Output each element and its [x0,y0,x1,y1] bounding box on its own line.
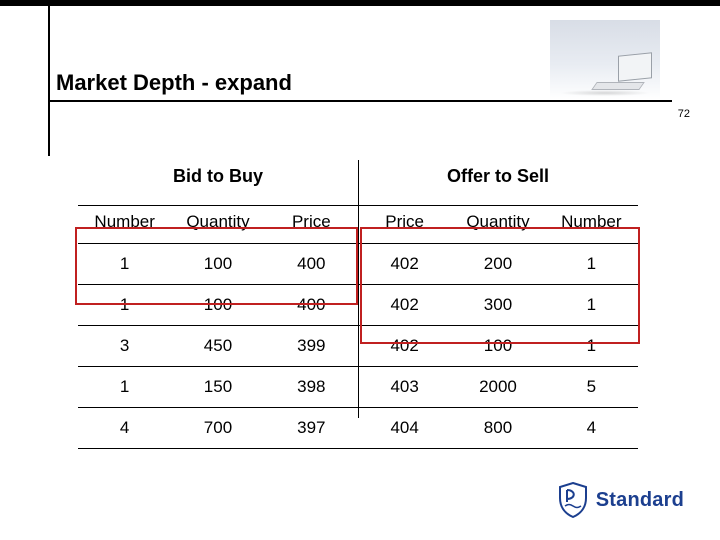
table-row: 4 700 397 404 800 4 [78,407,638,449]
cell: 1 [78,244,171,284]
cell: 3 [78,326,171,366]
column-header-row: Number Quantity Price Price Quantity Num… [78,205,638,243]
cell: 398 [265,367,358,407]
cell: 399 [265,326,358,366]
cell: 2000 [451,367,544,407]
cell: 300 [451,285,544,325]
col-header-number-bid: Number [78,205,171,242]
cell: 397 [265,408,358,448]
cell: 700 [171,408,264,448]
slide-title: Market Depth - expand [56,70,292,96]
cell: 403 [358,367,451,407]
cell: 402 [358,244,451,284]
cell: 100 [171,285,264,325]
group-header-offer: Offer to Sell [358,160,638,197]
col-header-quantity-offer: Quantity [451,205,544,242]
cell: 1 [545,285,638,325]
cell: 1 [78,285,171,325]
cell: 400 [265,285,358,325]
cell: 1 [545,326,638,366]
brand-logo: Standard [558,482,684,518]
cell: 1 [545,244,638,284]
col-header-price-offer: Price [358,205,451,242]
cell: 402 [358,326,451,366]
table-row: 3 450 399 402 100 1 [78,325,638,366]
cell: 200 [451,244,544,284]
top-black-bar [0,0,720,6]
cell: 404 [358,408,451,448]
col-header-quantity-bid: Quantity [171,205,264,242]
cell: 5 [545,367,638,407]
cell: 4 [78,408,171,448]
header-horizontal-rule [48,100,672,102]
group-header-row: Bid to Buy Offer to Sell [78,160,638,197]
cell: 150 [171,367,264,407]
shield-icon [558,482,588,518]
header-vertical-rule [48,6,50,156]
table-row: 1 150 398 403 2000 5 [78,366,638,407]
cell: 4 [545,408,638,448]
cell: 1 [78,367,171,407]
market-depth-table: Bid to Buy Offer to Sell Number Quantity… [78,160,638,449]
table-row: 1 100 400 402 300 1 [78,284,638,325]
group-header-bid: Bid to Buy [78,160,358,197]
brand-name: Standard [596,489,684,512]
page-number: 72 [678,108,690,120]
cell: 400 [265,244,358,284]
decorative-laptop-photo [550,20,660,100]
table-row: 1 100 400 402 200 1 [78,243,638,284]
col-header-price-bid: Price [265,205,358,242]
cell: 100 [171,244,264,284]
cell: 450 [171,326,264,366]
cell: 800 [451,408,544,448]
cell: 100 [451,326,544,366]
col-header-number-offer: Number [545,205,638,242]
cell: 402 [358,285,451,325]
